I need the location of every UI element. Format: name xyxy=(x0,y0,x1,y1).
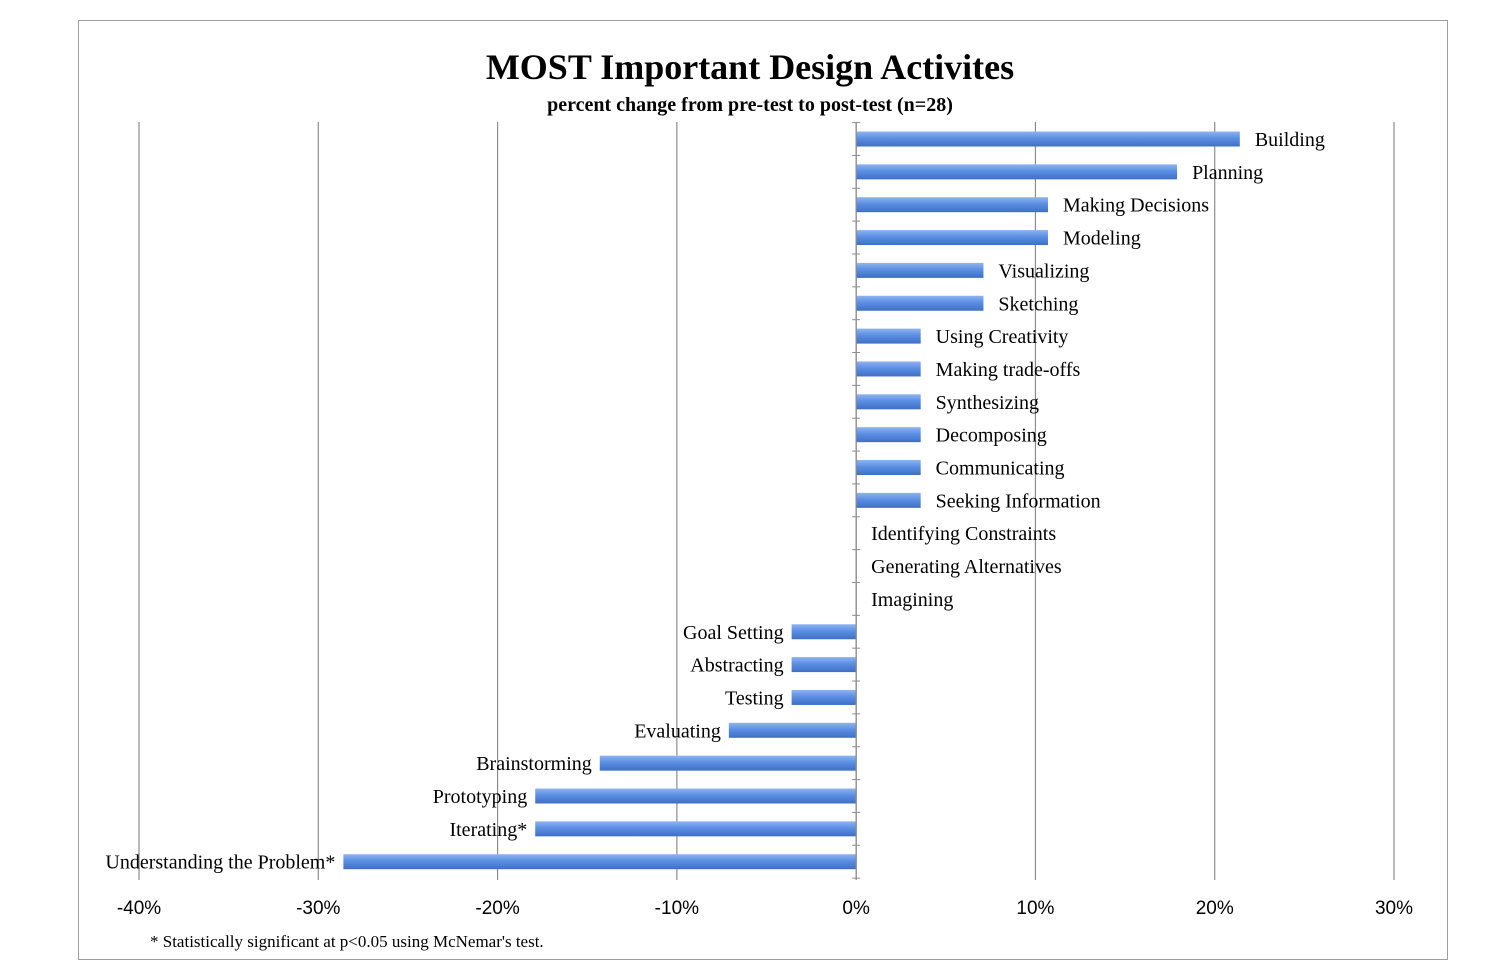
bar xyxy=(791,657,857,673)
x-tick-label: 30% xyxy=(1375,898,1413,919)
bar xyxy=(856,328,921,344)
x-tick-label: 10% xyxy=(1016,898,1054,919)
x-tick-label: -20% xyxy=(475,898,519,919)
bar xyxy=(856,460,921,475)
category-label: Identifying Constraints xyxy=(871,523,1056,545)
category-labels: Building Planning Making Decisions Modeling… xyxy=(105,129,1324,874)
bar xyxy=(856,492,921,508)
x-tick-label: 20% xyxy=(1196,898,1234,919)
x-tick-label: -40% xyxy=(117,898,161,919)
bar xyxy=(856,262,984,278)
bar xyxy=(856,394,921,410)
category-label: Planning xyxy=(1192,162,1263,184)
bar xyxy=(535,821,857,837)
category-label: Evaluating xyxy=(634,720,721,742)
category-label: Sketching xyxy=(998,293,1078,315)
category-label: Brainstorming xyxy=(476,753,592,775)
chart-title: MOST Important Design Activites xyxy=(485,47,1015,87)
category-label: Prototyping xyxy=(433,786,527,808)
category-label: Making Decisions xyxy=(1063,195,1209,217)
bar xyxy=(728,722,857,738)
category-label: Using Creativity xyxy=(936,326,1069,348)
category-label: Making trade-offs xyxy=(936,359,1081,381)
x-tick-label: -30% xyxy=(296,898,340,919)
bar xyxy=(343,854,857,870)
chart-subtitle: percent change from pre-test to post-tes… xyxy=(547,94,953,116)
x-tick-labels: -40% -30% -20% -10% 0% 10% 20% 30% xyxy=(117,898,1413,919)
category-label: Abstracting xyxy=(690,655,783,677)
bar xyxy=(535,788,857,804)
bar xyxy=(856,295,984,311)
bar xyxy=(791,624,857,640)
category-label: Imagining xyxy=(871,589,953,611)
category-label: Iterating* xyxy=(449,819,527,841)
category-label: Modeling xyxy=(1063,228,1141,250)
x-tick-label: 0% xyxy=(842,898,870,919)
category-label: Testing xyxy=(725,687,784,709)
x-tick-label: -10% xyxy=(655,898,699,919)
bar xyxy=(856,230,1048,246)
bar xyxy=(856,197,1048,213)
category-label: Synthesizing xyxy=(936,392,1039,414)
category-label: Generating Alternatives xyxy=(871,556,1062,578)
category-label: Seeking Information xyxy=(936,490,1101,512)
bar xyxy=(599,755,857,771)
bar xyxy=(856,361,921,377)
bar xyxy=(856,427,921,443)
category-label: Visualizing xyxy=(998,260,1089,282)
category-label: Understanding the Problem* xyxy=(105,852,335,874)
category-label: Communicating xyxy=(936,458,1065,480)
chart-footnote: * Statistically significant at p<0.05 us… xyxy=(150,932,544,951)
bar xyxy=(856,131,1240,147)
value-axis xyxy=(852,122,861,880)
category-label: Building xyxy=(1255,129,1325,151)
bar xyxy=(791,689,857,705)
category-label: Decomposing xyxy=(936,425,1047,447)
category-label: Goal Setting xyxy=(683,622,784,644)
bars xyxy=(343,131,1240,870)
chart-frame xyxy=(78,20,1448,960)
bar xyxy=(856,164,1178,180)
